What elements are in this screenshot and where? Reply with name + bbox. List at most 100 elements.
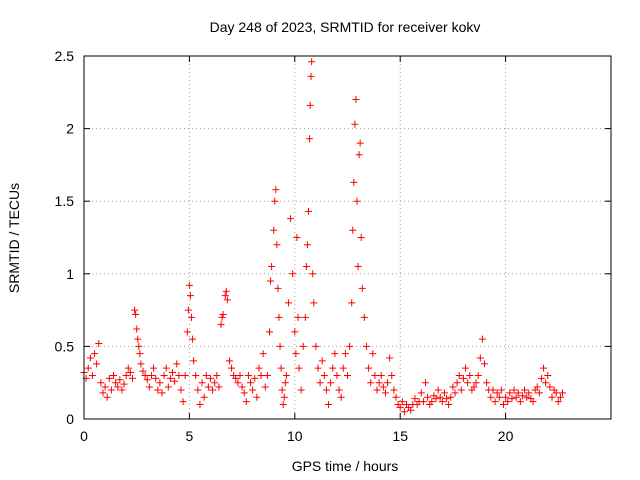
data-point	[535, 389, 543, 397]
data-point	[417, 389, 425, 397]
data-point	[93, 360, 101, 368]
data-point	[169, 369, 177, 377]
data-point	[218, 313, 226, 321]
data-point	[459, 374, 467, 382]
data-point	[194, 386, 202, 394]
data-point	[294, 313, 302, 321]
data-point	[451, 389, 459, 397]
data-point	[278, 386, 286, 394]
data-point	[128, 374, 136, 382]
data-point	[211, 379, 219, 387]
data-point	[483, 379, 491, 387]
data-point	[177, 386, 185, 394]
data-point	[464, 379, 472, 387]
data-point	[206, 374, 214, 382]
data-point	[346, 342, 354, 350]
data-point	[552, 389, 560, 397]
data-point	[506, 389, 514, 397]
data-point	[268, 263, 276, 271]
data-point	[341, 350, 349, 358]
data-point	[240, 389, 248, 397]
data-point	[247, 379, 255, 387]
data-point	[156, 379, 164, 387]
data-point	[95, 339, 103, 347]
data-point	[160, 371, 168, 379]
data-point	[392, 393, 400, 401]
data-point	[474, 371, 482, 379]
data-point	[457, 386, 465, 394]
data-point	[502, 393, 510, 401]
data-point	[540, 364, 548, 372]
data-point	[419, 398, 427, 406]
data-point	[497, 386, 505, 394]
data-point	[333, 371, 341, 379]
data-point	[273, 241, 281, 249]
data-point	[481, 360, 489, 368]
data-point	[134, 335, 142, 343]
data-point	[308, 58, 316, 66]
data-point	[310, 299, 318, 307]
data-point	[318, 357, 326, 365]
data-point	[287, 215, 295, 223]
data-point	[487, 393, 495, 401]
data-point	[281, 379, 289, 387]
data-point	[306, 135, 314, 143]
data-point	[470, 383, 478, 391]
data-point	[466, 371, 474, 379]
data-point	[272, 186, 280, 194]
data-point	[166, 374, 174, 382]
data-point	[190, 357, 198, 365]
data-point	[325, 400, 333, 408]
data-point	[91, 350, 99, 358]
data-point	[139, 367, 147, 375]
data-point	[188, 313, 196, 321]
data-point	[189, 335, 197, 343]
data-point	[356, 139, 364, 147]
data-point	[349, 226, 357, 234]
data-point	[436, 393, 444, 401]
x-tick-label: 20	[498, 428, 514, 444]
data-point	[200, 393, 208, 401]
chart-title: Day 248 of 2023, SRMTID for receiver kok…	[210, 19, 481, 35]
data-point	[267, 277, 275, 285]
data-point	[171, 377, 179, 385]
data-point	[360, 313, 368, 321]
data-point	[371, 371, 379, 379]
data-point	[489, 386, 497, 394]
data-point	[234, 379, 242, 387]
data-point	[101, 383, 109, 391]
data-point	[516, 398, 524, 406]
data-point	[305, 207, 313, 215]
axis-ticks: 0 0.5 1 1.5 2 2.5 0 5 10 15 20	[55, 48, 611, 444]
data-point	[335, 386, 343, 394]
data-point	[255, 364, 263, 372]
data-point	[301, 313, 309, 321]
data-point	[386, 354, 394, 362]
data-point	[179, 398, 187, 406]
x-tick-label: 10	[287, 428, 303, 444]
data-point	[351, 120, 359, 128]
data-point	[291, 328, 299, 336]
data-point	[523, 393, 531, 401]
data-point	[472, 379, 480, 387]
data-point	[365, 364, 373, 372]
data-point	[396, 403, 404, 411]
x-axis-title: GPS time / hours	[292, 458, 399, 474]
data-point	[236, 371, 244, 379]
data-point	[222, 287, 230, 295]
data-point	[537, 374, 545, 382]
data-point	[263, 371, 271, 379]
data-point	[327, 379, 335, 387]
data-point	[292, 350, 300, 358]
data-point	[373, 386, 381, 394]
data-point	[228, 364, 236, 372]
data-point	[499, 400, 507, 408]
data-point	[266, 328, 274, 336]
data-point	[186, 292, 194, 300]
data-points	[80, 58, 567, 416]
data-point	[225, 357, 233, 365]
y-tick-label: 1.5	[55, 193, 75, 209]
x-tick-label: 15	[392, 428, 408, 444]
data-point	[271, 197, 279, 205]
data-point	[495, 393, 503, 401]
